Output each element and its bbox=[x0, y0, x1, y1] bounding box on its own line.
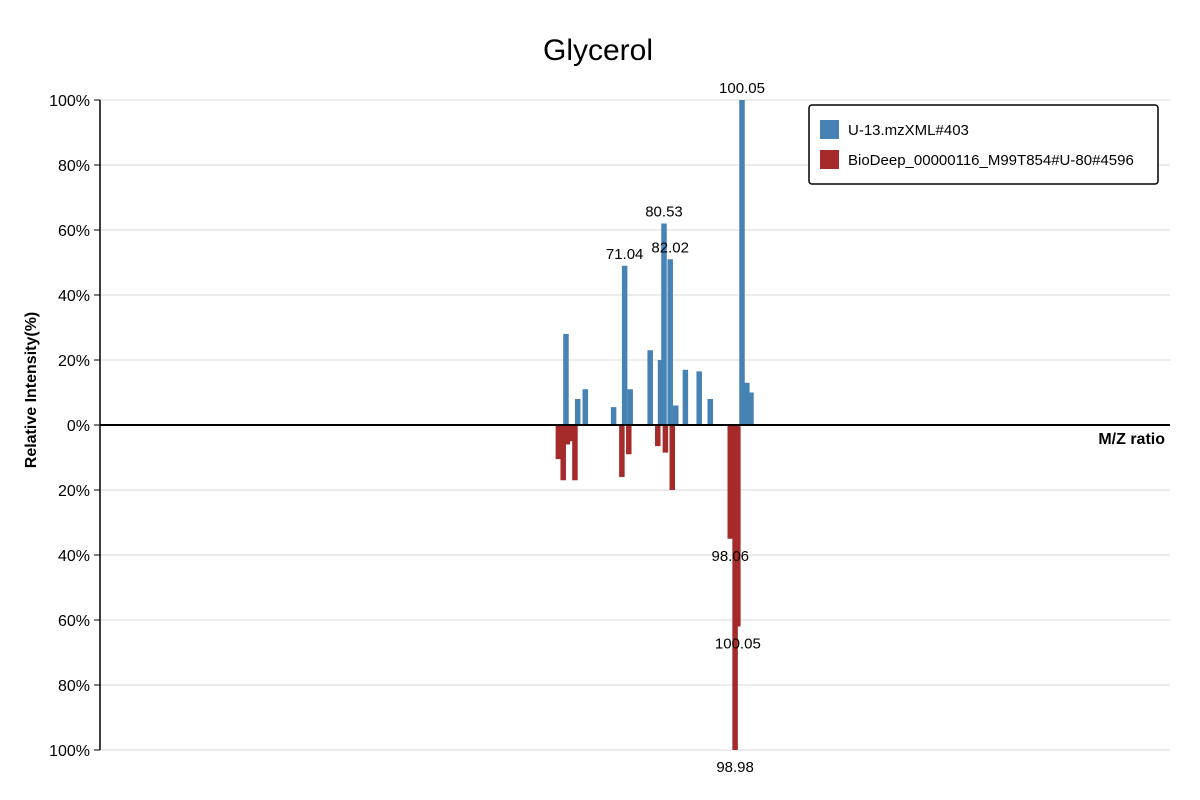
query-peak-bar bbox=[661, 223, 667, 425]
y-tick-label: 40% bbox=[58, 288, 90, 305]
bars bbox=[555, 100, 754, 750]
reference-peak-bar bbox=[572, 425, 578, 481]
reference-peak-bar bbox=[735, 425, 741, 627]
chart-title: Glycerol bbox=[543, 34, 653, 67]
y-tick-label: 0% bbox=[67, 418, 90, 435]
query-peak-bar bbox=[582, 389, 589, 425]
query-peak-bar bbox=[672, 405, 679, 425]
reference-peak-bar bbox=[727, 425, 734, 539]
peak-labels: 71.04 80.53 82.02 100.05 98.06 100.05 98.98 bbox=[606, 80, 765, 776]
reference-peak-bar bbox=[555, 425, 562, 460]
query-peak-bar bbox=[696, 371, 702, 425]
peak-mz-label: 80.53 bbox=[645, 204, 683, 221]
y-tick-label: 20% bbox=[58, 483, 90, 500]
axes bbox=[99, 100, 1170, 750]
query-peak-bar bbox=[682, 369, 689, 425]
legend-entry: BioDeep_00000116_M99T854#U-80#4596 bbox=[848, 152, 1134, 169]
reference-peak-bar bbox=[619, 425, 625, 477]
legend-swatch bbox=[820, 150, 839, 169]
reference-peak-bar bbox=[564, 425, 571, 445]
legend: U-13.mzXML#403 BioDeep_00000116_M99T854#U… bbox=[808, 104, 1159, 185]
query-peak-bar bbox=[739, 100, 745, 425]
grid-lines bbox=[100, 99, 1170, 751]
y-tick-label: 40% bbox=[58, 548, 90, 565]
peak-mz-label: 100.05 bbox=[715, 636, 761, 653]
y-ticks: 100% 80% 60% 40% 20% 0% 20% 40% 60% 80% 100% bbox=[49, 93, 100, 760]
y-tick-label: 80% bbox=[58, 678, 90, 695]
reference-peak-bar bbox=[568, 425, 574, 442]
peak-mz-label: 82.02 bbox=[651, 239, 689, 256]
y-tick-label: 100% bbox=[49, 93, 90, 110]
x-axis-label: M/Z ratio bbox=[1098, 431, 1165, 448]
reference-peak-bar bbox=[655, 425, 661, 447]
y-tick-label: 60% bbox=[58, 613, 90, 630]
query-peak-bar bbox=[647, 350, 653, 425]
query-peak-bar bbox=[744, 382, 750, 425]
query-peak-bar bbox=[610, 407, 617, 425]
reference-peak-bar bbox=[732, 425, 738, 750]
peak-mz-label: 100.05 bbox=[719, 80, 765, 97]
peak-mz-label: 98.98 bbox=[716, 759, 754, 776]
peak-mz-label: 71.04 bbox=[606, 246, 644, 263]
y-tick-label: 20% bbox=[58, 353, 90, 370]
reference-peak-bar bbox=[560, 425, 566, 481]
peak-mz-label: 98.06 bbox=[711, 548, 749, 565]
query-peak-bar bbox=[574, 399, 581, 425]
query-peak-bar bbox=[657, 360, 664, 425]
legend-entry: U-13.mzXML#403 bbox=[848, 122, 969, 139]
legend-swatch bbox=[820, 120, 839, 139]
y-tick-label: 60% bbox=[58, 223, 90, 240]
query-peak-bar bbox=[707, 399, 713, 425]
query-peak-bar bbox=[621, 265, 628, 425]
y-axis-label: Relative Intensity(%) bbox=[23, 312, 40, 468]
query-peak-bar bbox=[627, 389, 633, 425]
y-tick-label: 80% bbox=[58, 158, 90, 175]
query-peak-bar bbox=[563, 334, 569, 425]
query-peak-bar bbox=[748, 392, 754, 425]
reference-peak-bar bbox=[669, 425, 676, 490]
legend-box bbox=[808, 104, 1159, 185]
reference-peak-bar bbox=[662, 425, 669, 453]
y-tick-label: 100% bbox=[49, 743, 90, 760]
query-peak-bar bbox=[667, 259, 673, 425]
reference-peak-bar bbox=[626, 425, 632, 455]
